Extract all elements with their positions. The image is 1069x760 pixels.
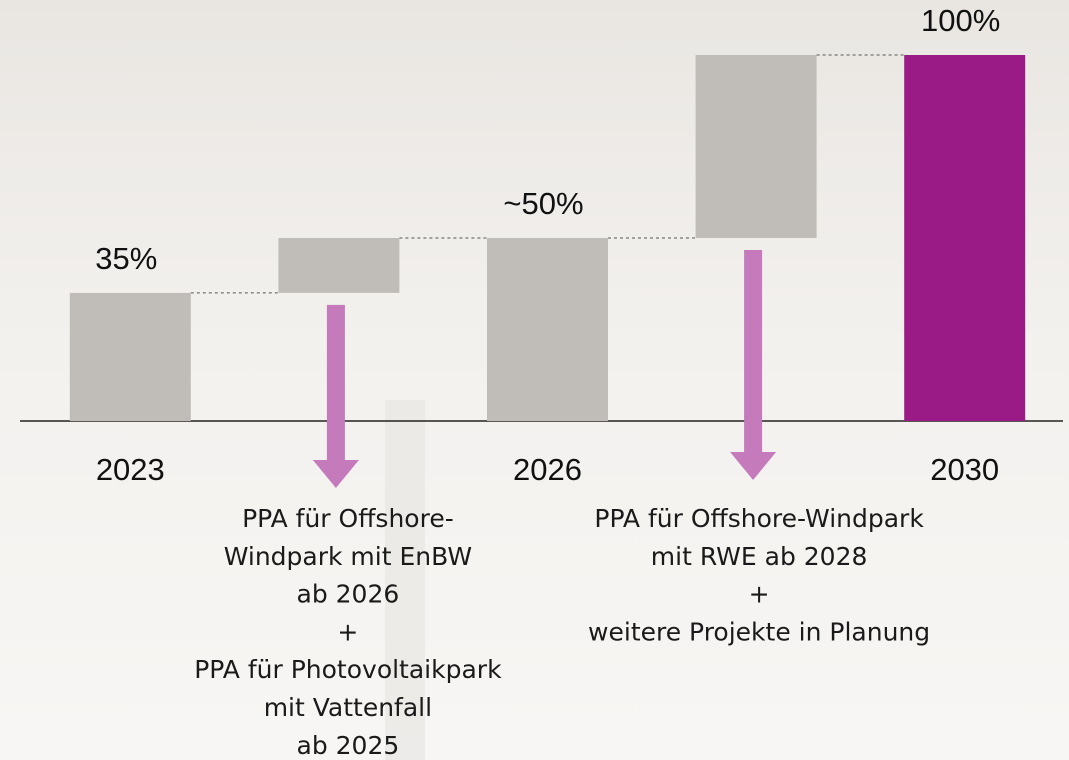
annotation: ab 2025 <box>297 731 400 760</box>
data-label: ~50% <box>503 186 583 221</box>
bar <box>487 238 608 421</box>
annotation: weitere Projekte in Planung <box>588 617 930 646</box>
arrow-shaft <box>744 250 762 452</box>
annotation: + <box>749 580 770 609</box>
bar <box>904 55 1025 421</box>
chart: 2023 35% PPA für Offshore- Windpark mit EnB… <box>0 0 1069 760</box>
x-tick-label: 2026 <box>513 452 582 487</box>
arrow-shaft <box>327 305 345 460</box>
x-tick-label: 2030 <box>930 452 999 487</box>
x-tick-label: 2023 <box>96 452 165 487</box>
annotation: PPA für Offshore- <box>242 504 454 533</box>
bar <box>70 293 191 421</box>
data-label: 100% <box>921 3 1000 38</box>
annotation: Windpark mit EnBW <box>224 542 472 571</box>
annotation: ab 2026 <box>297 580 400 609</box>
annotation: PPA für Photovoltaikpark <box>194 655 502 684</box>
annotation: + <box>337 617 358 646</box>
annotation: mit RWE ab 2028 <box>651 542 868 571</box>
bar <box>696 55 817 238</box>
annotation: PPA für Offshore-Windpark <box>594 504 924 533</box>
data-label: 35% <box>95 241 157 276</box>
annotation: mit Vattenfall <box>264 693 432 722</box>
bar <box>278 238 399 293</box>
